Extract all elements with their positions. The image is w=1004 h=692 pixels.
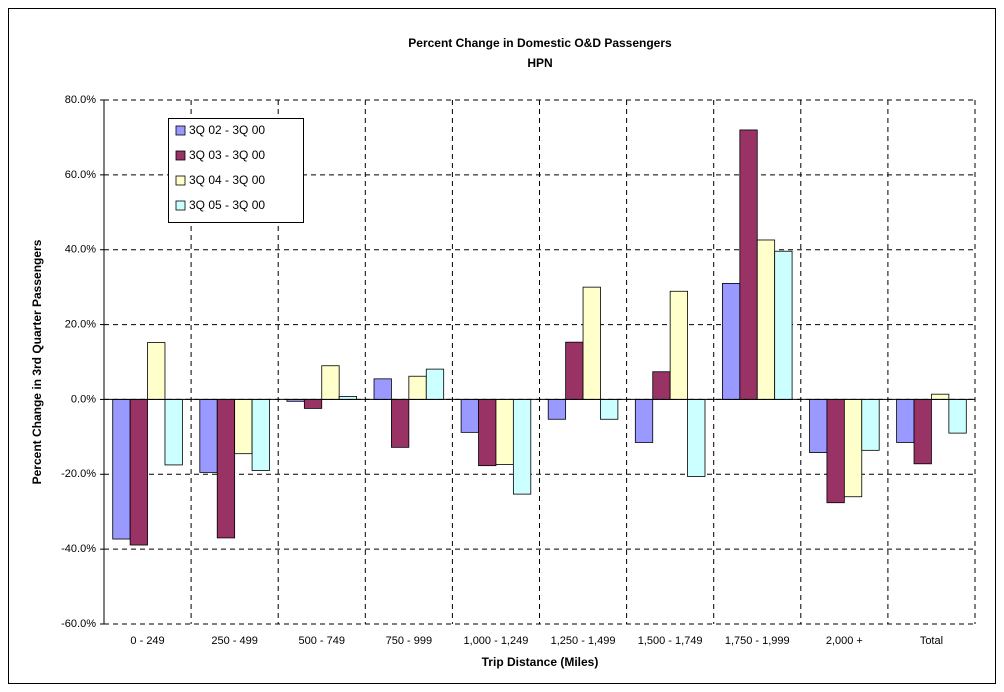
bar bbox=[199, 399, 218, 473]
x-axis-title: Trip Distance (Miles) bbox=[482, 655, 599, 669]
y-tick-label: -60.0% bbox=[61, 618, 96, 630]
bar bbox=[669, 290, 688, 400]
y-tick-label: -20.0% bbox=[61, 468, 96, 480]
x-tick-label: 250 - 499 bbox=[211, 635, 257, 647]
y-tick-label: 40.0% bbox=[65, 244, 96, 256]
bar bbox=[216, 399, 236, 539]
chart-subtitle: HPN bbox=[527, 56, 552, 70]
bar bbox=[164, 399, 183, 466]
bar bbox=[861, 399, 880, 451]
bar bbox=[739, 129, 758, 400]
legend-label: 3Q 05 - 3Q 00 bbox=[189, 198, 265, 212]
legend-swatch bbox=[175, 125, 186, 136]
x-tick-label: 500 - 749 bbox=[299, 635, 345, 647]
legend-label: 3Q 04 - 3Q 00 bbox=[189, 173, 265, 187]
x-tick-label: Total bbox=[920, 635, 943, 647]
bar bbox=[129, 399, 148, 546]
bar bbox=[408, 375, 427, 400]
legend-swatch bbox=[175, 175, 186, 186]
bar bbox=[478, 399, 497, 467]
bar bbox=[234, 399, 253, 455]
y-tick-label: 80.0% bbox=[65, 94, 96, 106]
bar bbox=[495, 399, 514, 465]
bar bbox=[843, 399, 863, 498]
bar bbox=[512, 399, 532, 495]
bar bbox=[931, 393, 950, 400]
y-tick-label: 60.0% bbox=[65, 169, 96, 181]
bar bbox=[582, 286, 601, 400]
y-tick-label: -40.0% bbox=[61, 543, 96, 555]
bar bbox=[652, 371, 671, 400]
legend-swatch bbox=[175, 150, 186, 161]
bar bbox=[913, 399, 932, 465]
chart-title: Percent Change in Domestic O&D Passenger… bbox=[408, 36, 672, 50]
x-tick-label: 1,250 - 1,499 bbox=[551, 635, 616, 647]
bar bbox=[373, 378, 392, 400]
x-tick-label: 1,000 - 1,249 bbox=[464, 635, 529, 647]
y-axis-title: Percent Change in 3rd Quarter Passengers bbox=[30, 239, 44, 484]
bar bbox=[774, 250, 793, 400]
bar bbox=[809, 399, 828, 453]
y-tick-label: 20.0% bbox=[65, 318, 96, 330]
bar bbox=[756, 239, 776, 400]
legend-box bbox=[168, 118, 304, 223]
bar bbox=[147, 342, 166, 400]
bar bbox=[722, 282, 741, 400]
bar bbox=[547, 399, 567, 420]
bar bbox=[634, 399, 654, 443]
x-tick-label: 0 - 249 bbox=[130, 635, 164, 647]
bar bbox=[112, 399, 131, 540]
bar bbox=[565, 341, 584, 400]
bar bbox=[687, 399, 706, 477]
bar bbox=[391, 399, 410, 448]
x-tick-label: 750 - 999 bbox=[386, 635, 432, 647]
bar bbox=[948, 399, 967, 434]
bar bbox=[460, 399, 479, 433]
bar bbox=[896, 399, 915, 443]
bar bbox=[826, 399, 845, 504]
bar bbox=[303, 399, 323, 409]
bar bbox=[251, 399, 270, 471]
x-tick-label: 1,750 - 1,999 bbox=[725, 635, 790, 647]
legend-swatch bbox=[175, 200, 186, 211]
bar bbox=[600, 399, 619, 420]
bar bbox=[425, 368, 445, 400]
x-tick-label: 2,000 + bbox=[826, 635, 863, 647]
legend-label: 3Q 03 - 3Q 00 bbox=[189, 148, 265, 162]
legend-label: 3Q 02 - 3Q 00 bbox=[189, 123, 265, 137]
bar bbox=[321, 365, 340, 400]
x-tick-label: 1,500 - 1,749 bbox=[638, 635, 703, 647]
y-tick-label: 0.0% bbox=[71, 393, 96, 405]
